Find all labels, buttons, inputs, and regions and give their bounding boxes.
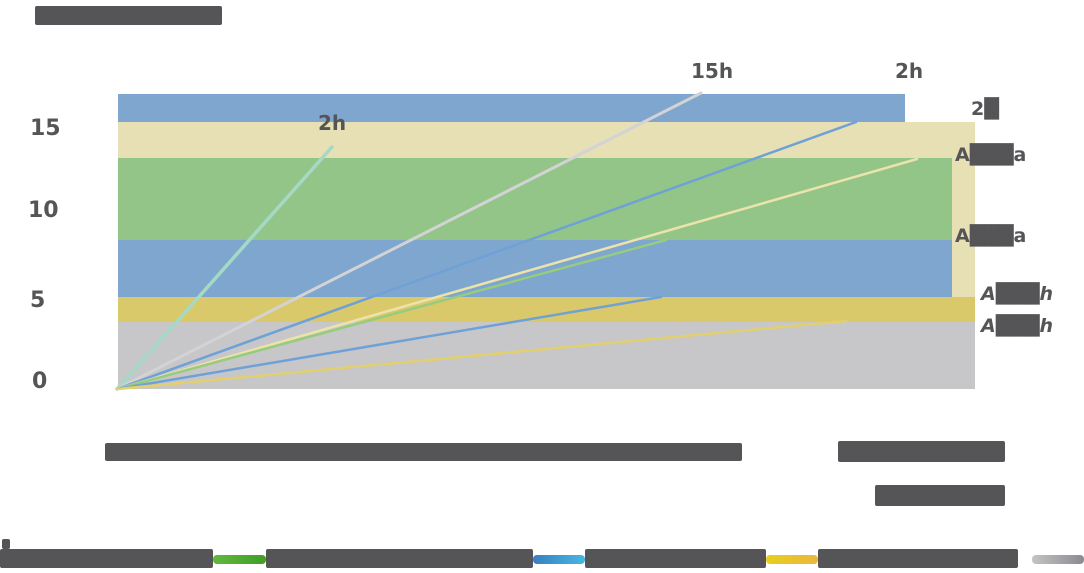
x-axis-label: ████████████████████████████████████████… bbox=[105, 443, 742, 461]
note-line-2: (█████████5 bbox=[875, 485, 1005, 506]
legend-yellow-dash-icon bbox=[766, 555, 818, 564]
line-teal bbox=[115, 145, 334, 391]
legend-label-2: ██████████████████████████ bbox=[266, 549, 533, 568]
line-green bbox=[115, 238, 668, 391]
y-tick-0: 0 bbox=[32, 369, 48, 394]
line-label-gray: 15h bbox=[691, 59, 734, 83]
y-tick-5: 5 bbox=[30, 288, 46, 313]
band-green bbox=[118, 158, 952, 240]
line-label-blue: 2h bbox=[895, 59, 924, 83]
note-line-1: 1██████████5 bbox=[838, 441, 1005, 462]
y-tick-10: 10 bbox=[28, 198, 59, 223]
band-blue-top bbox=[118, 94, 905, 122]
legend-blue-dash-icon bbox=[533, 555, 585, 564]
legend-label-1: █████████████████████ bbox=[0, 549, 213, 568]
line-blue-steep bbox=[115, 120, 858, 391]
legend-green-dash-icon bbox=[213, 555, 266, 564]
chart-title: █████████████████ bbox=[35, 6, 222, 25]
line-cream bbox=[115, 157, 919, 391]
legend-gray-dash-icon bbox=[1032, 555, 1084, 564]
legend-label-3: ██████████████████ bbox=[585, 549, 766, 568]
right-label-5: A███h bbox=[981, 315, 1054, 337]
legend-label-4: ███████████████████ bbox=[818, 549, 1018, 568]
line-label-teal: 2h bbox=[318, 111, 347, 135]
band-yellow bbox=[118, 297, 975, 322]
band-gray bbox=[118, 322, 975, 389]
right-label-1: 2█ bbox=[971, 98, 999, 120]
line-gray bbox=[115, 91, 703, 391]
right-label-4: A███h bbox=[981, 283, 1054, 305]
right-label-2: A███a bbox=[955, 144, 1027, 166]
line-blue-shallow bbox=[115, 295, 663, 391]
line-yellow bbox=[115, 319, 848, 391]
y-tick-15: 15 bbox=[30, 116, 61, 141]
legend-text-fragment bbox=[2, 539, 10, 549]
right-label-3: A███a bbox=[955, 225, 1027, 247]
